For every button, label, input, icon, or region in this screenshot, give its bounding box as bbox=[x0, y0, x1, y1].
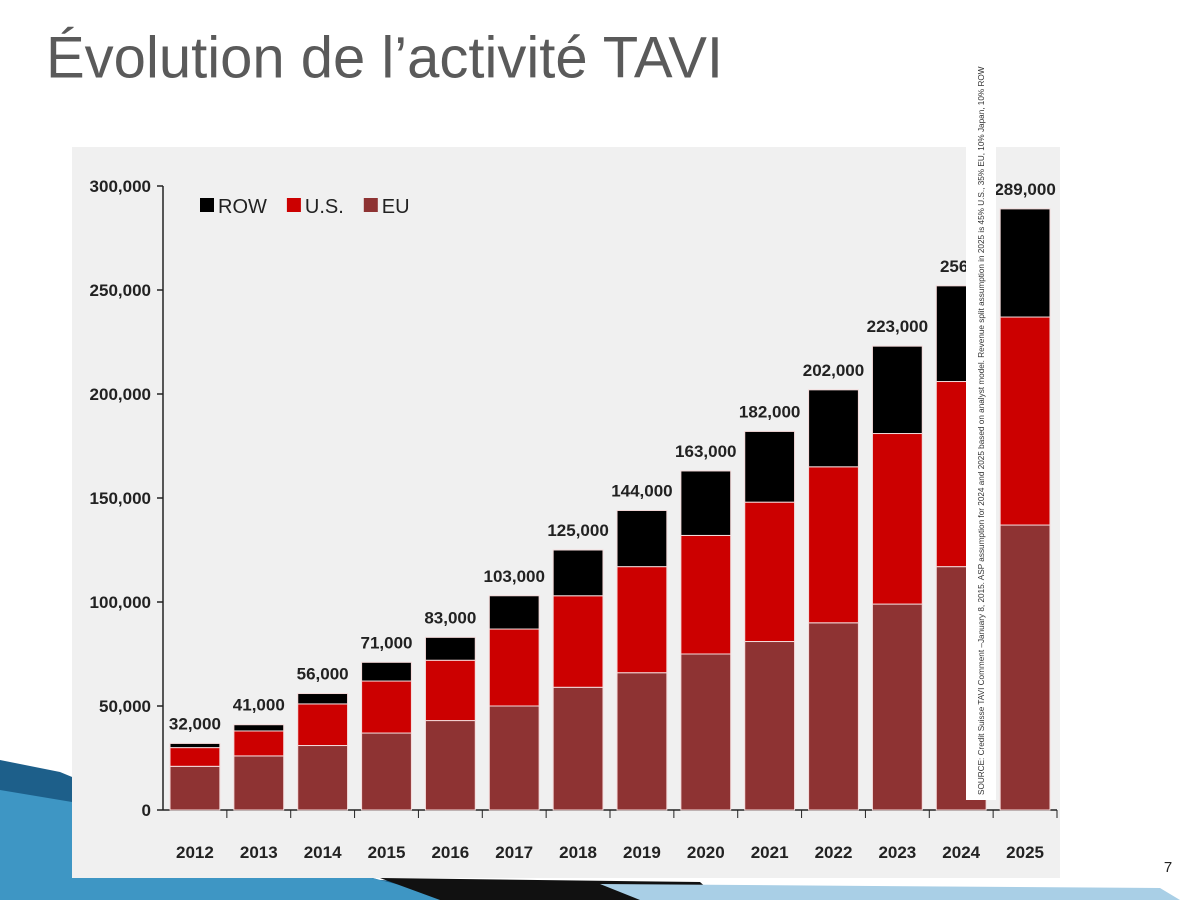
x-tick-label: 2022 bbox=[815, 843, 853, 862]
legend-swatch bbox=[286, 198, 301, 212]
x-tick-label: 2017 bbox=[495, 843, 533, 862]
bar-segment bbox=[488, 628, 540, 707]
y-tick-label: 200,000 bbox=[90, 385, 151, 404]
slide-title: Évolution de l’activité TAVI bbox=[46, 25, 723, 90]
y-tick-label: 50,000 bbox=[99, 697, 151, 716]
bar-segment bbox=[871, 345, 923, 435]
bar-segment bbox=[424, 636, 476, 661]
total-label: 32,000 bbox=[169, 714, 221, 733]
y-tick-label: 100,000 bbox=[90, 593, 151, 612]
bar-segment bbox=[424, 659, 476, 722]
bar-segment bbox=[616, 509, 668, 568]
x-tick-label: 2014 bbox=[304, 843, 342, 862]
decor-stripe bbox=[600, 884, 1180, 900]
bar-segment bbox=[616, 672, 668, 811]
bar-segment bbox=[488, 705, 540, 811]
plot: 0 50,000 100,000 150,000 200,000 250,000 300,0… bbox=[90, 177, 1058, 862]
x-tick-label: 2024 bbox=[942, 843, 980, 862]
bar-segment bbox=[552, 595, 604, 688]
x-tick-label: 2012 bbox=[176, 843, 214, 862]
y-tick-label: 150,000 bbox=[90, 489, 151, 508]
legend-label: U.S. bbox=[305, 196, 344, 218]
bar-segment bbox=[744, 641, 796, 811]
bar-segment bbox=[361, 661, 412, 682]
x-tick-label: 2019 bbox=[623, 843, 661, 862]
bar-segment bbox=[552, 549, 604, 597]
x-tick-label: 2016 bbox=[431, 843, 469, 862]
total-label: 223,000 bbox=[867, 317, 928, 336]
bar-segment bbox=[616, 566, 668, 674]
bar-segment bbox=[169, 747, 221, 767]
bar-segment bbox=[169, 742, 221, 749]
bar-segment bbox=[808, 389, 859, 468]
bar-segment bbox=[680, 653, 732, 811]
x-tick-label: 2025 bbox=[1006, 843, 1044, 862]
y-tick-label: 0 bbox=[142, 801, 151, 820]
total-label: 56,000 bbox=[297, 665, 349, 684]
bar-segment bbox=[361, 732, 412, 811]
bar-segment bbox=[871, 603, 923, 811]
total-label: 41,000 bbox=[233, 696, 285, 715]
x-tick-label: 2023 bbox=[878, 843, 916, 862]
bar-segment bbox=[297, 703, 349, 747]
total-label: 163,000 bbox=[675, 442, 736, 461]
bar-segment bbox=[233, 724, 285, 732]
x-tick-label: 2021 bbox=[751, 843, 789, 862]
total-label: 71,000 bbox=[361, 633, 413, 652]
bar-segment bbox=[999, 316, 1051, 526]
legend-swatch bbox=[200, 198, 214, 212]
bar-segment bbox=[424, 720, 476, 811]
source-note: SOURCE: Credit Suisse TAVI Comment –Janu… bbox=[977, 66, 986, 795]
bar-segment bbox=[871, 433, 923, 605]
total-label: 125,000 bbox=[547, 521, 608, 540]
source-box bbox=[966, 128, 996, 800]
legend: ROW U.S. EU bbox=[200, 196, 410, 218]
bar-segment bbox=[999, 208, 1051, 318]
bar-segment bbox=[297, 693, 349, 705]
x-tick-label: 2020 bbox=[687, 843, 725, 862]
bar-segment bbox=[488, 595, 540, 630]
legend-label: ROW bbox=[218, 196, 267, 218]
bar-segment bbox=[361, 680, 412, 734]
bar-segment bbox=[233, 730, 285, 757]
bar-segment bbox=[808, 622, 859, 811]
bar-segment bbox=[552, 686, 604, 811]
bar-segment bbox=[999, 524, 1051, 811]
total-label: 83,000 bbox=[424, 608, 476, 627]
x-tick-label: 2015 bbox=[368, 843, 406, 862]
legend-swatch bbox=[363, 198, 378, 212]
page-number: 7 bbox=[1164, 859, 1172, 876]
bar-segment bbox=[680, 470, 732, 536]
total-label: 289,000 bbox=[994, 180, 1055, 199]
bar-segment bbox=[808, 466, 859, 624]
bar-segment bbox=[744, 430, 796, 503]
y-tick-label: 300,000 bbox=[90, 177, 151, 196]
bar-segment bbox=[233, 755, 285, 811]
x-tick-label: 2018 bbox=[559, 843, 597, 862]
total-label: 103,000 bbox=[483, 567, 544, 586]
total-label: 202,000 bbox=[803, 361, 864, 380]
total-label: 144,000 bbox=[611, 481, 672, 500]
bar-segment bbox=[297, 745, 349, 811]
bar-segment bbox=[744, 501, 796, 643]
legend-label: EU bbox=[382, 196, 410, 218]
total-label: 182,000 bbox=[739, 402, 800, 421]
x-tick-label: 2013 bbox=[240, 843, 278, 862]
bar-segment bbox=[169, 765, 221, 811]
y-tick-label: 250,000 bbox=[90, 281, 151, 300]
bar-segment bbox=[680, 534, 732, 655]
